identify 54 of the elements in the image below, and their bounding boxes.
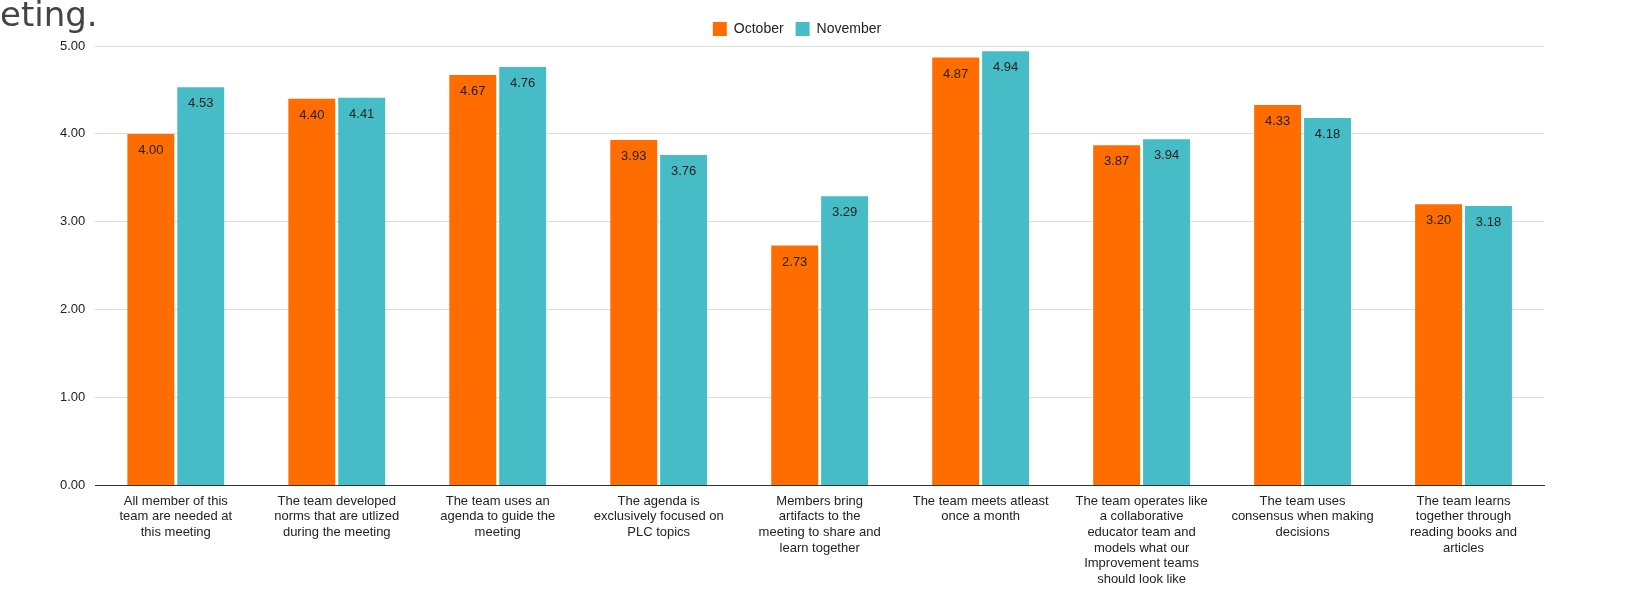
legend-label: October — [733, 19, 784, 36]
bar — [660, 154, 708, 485]
bar — [1143, 139, 1190, 485]
bar — [610, 140, 658, 485]
x-tick-label: The agenda is exclusively focused on PLC topics — [593, 492, 724, 539]
data-label: 3.20 — [1425, 212, 1452, 228]
y-tick-label: 0.00 — [59, 476, 86, 492]
y-tick-label: 2.00 — [59, 301, 86, 317]
text: eting. — [0, 0, 98, 34]
data-label: 3.29 — [831, 204, 858, 220]
x-tick-label: The team uses consensus when making decisions — [1231, 492, 1374, 539]
bar — [982, 51, 1030, 485]
data-label: 2.73 — [782, 253, 808, 269]
data-label: 4.53 — [188, 95, 214, 111]
data-label: 3.18 — [1475, 214, 1502, 230]
y-tick-label: 1.00 — [59, 389, 86, 405]
x-tick-label: The team uses an agenda to guide the meeting — [440, 492, 556, 539]
data-label: 3.94 — [1153, 147, 1180, 163]
data-label: 3.76 — [670, 163, 697, 179]
bar — [127, 133, 175, 485]
bar — [338, 97, 386, 485]
x-tick-label: The team operates like a collaborative educator team and models what our Improvement teams should look like — [1075, 492, 1208, 586]
data-label: 4.40 — [299, 106, 325, 122]
data-label: 4.94 — [992, 59, 1019, 75]
bar — [932, 57, 980, 485]
x-tick-label: All member of this team are needed at this meeting — [119, 492, 233, 539]
bar — [1093, 145, 1141, 485]
x-tick-label: The team developed norms that are utlized during the meeting — [274, 492, 400, 539]
data-label: 4.33 — [1264, 112, 1291, 128]
data-label: 3.87 — [1103, 153, 1130, 169]
x-tick-label: Members bring artifacts to the meeting to share and learn together — [758, 492, 881, 555]
data-label: 3.93 — [621, 148, 647, 164]
bar — [499, 67, 547, 485]
data-label: 4.00 — [138, 141, 164, 157]
y-tick-label: 4.00 — [59, 125, 86, 141]
data-label: 4.18 — [1314, 126, 1341, 142]
bar — [449, 75, 497, 485]
data-label: 4.76 — [510, 75, 536, 91]
data-label: 4.67 — [460, 83, 486, 99]
y-tick-label: 3.00 — [59, 213, 86, 229]
bar — [1254, 104, 1302, 485]
bar — [771, 245, 819, 485]
bar — [821, 196, 869, 485]
x-tick-label: The team meets atleast once a month — [912, 492, 1049, 524]
y-tick-label: 5.00 — [59, 37, 86, 53]
x-tick-label: The team learns together through reading books and articles — [1410, 492, 1518, 555]
bar — [1304, 118, 1351, 485]
data-label: 4.41 — [349, 105, 375, 121]
bar — [1465, 205, 1512, 485]
bar — [288, 98, 336, 485]
data-label: 4.87 — [943, 65, 969, 81]
legend-label: November — [816, 19, 882, 36]
bar — [177, 87, 225, 485]
bar — [1415, 204, 1463, 485]
